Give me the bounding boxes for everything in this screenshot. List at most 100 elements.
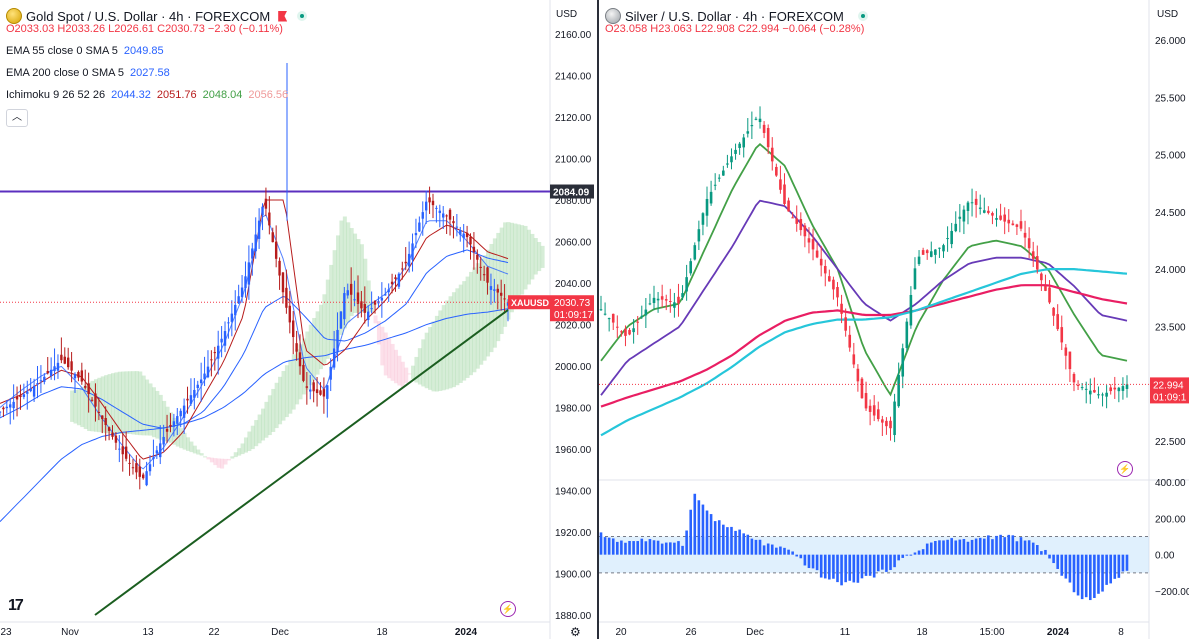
gold-x-tick: 13 — [142, 627, 154, 638]
silver-candle-body — [885, 420, 888, 427]
ichimoku-cloud-segment — [271, 388, 276, 432]
gold-y-tick: 2140.00 — [555, 72, 592, 83]
silver-candle-body — [775, 166, 778, 176]
gold-candle-body — [32, 385, 36, 397]
gold-candle-body — [346, 290, 349, 296]
oscillator-bar — [705, 510, 709, 555]
oscillator-bar — [934, 541, 937, 555]
silver-candle-body — [660, 296, 664, 300]
gold-candle-body — [373, 300, 377, 305]
silver-candle-body — [823, 266, 827, 274]
gold-candle-body — [141, 474, 145, 479]
oscillator-bar — [1007, 534, 1011, 555]
silver-candle-body — [807, 238, 811, 243]
ichimoku-cloud-segment — [400, 361, 405, 388]
silver-candle-body — [1003, 214, 1006, 222]
collapse-legend-button[interactable]: ︿ — [6, 109, 28, 127]
gold-x-tick: Dec — [271, 627, 289, 638]
oscillator-bar — [758, 539, 762, 555]
gold-candle-body — [26, 391, 29, 394]
oscillator-bar — [815, 554, 819, 571]
oscillator-bar — [999, 534, 1002, 555]
silver-title[interactable]: Silver / U.S. Dollar · 4h · FOREXCOM — [625, 8, 844, 24]
silver-candle-body — [750, 125, 754, 127]
ichimoku-cloud-segment — [370, 301, 375, 313]
silver-x-tick: Dec — [746, 627, 764, 638]
silver-legend: Silver / U.S. Dollar · 4h · FOREXCOM O23… — [605, 4, 868, 36]
gear-icon[interactable]: ⚙ — [570, 625, 581, 639]
panel-divider[interactable] — [597, 0, 599, 639]
ichimoku-cloud-segment — [199, 453, 204, 456]
bolt-icon[interactable]: ⚡ — [500, 601, 516, 617]
price-tag: 2030.73 — [554, 298, 591, 309]
gold-chart-panel[interactable]: 2160.00 2140.00 2120.00 2100.00 2080.00 2060.… — [0, 0, 598, 639]
silver-candle-body — [644, 309, 648, 316]
ichimoku-cloud-segment — [151, 387, 156, 438]
gold-candle-body — [121, 446, 124, 455]
silver-candle-body — [1101, 394, 1104, 396]
oscillator-bar — [942, 540, 945, 555]
ichimoku-cloud-segment — [414, 356, 419, 383]
ichimoku-cloud-segment — [393, 349, 398, 384]
silver-candle-body — [1027, 238, 1031, 249]
gold-candle-body — [237, 296, 240, 304]
ichimoku-cloud-segment — [80, 386, 85, 428]
gold-y-tick: 2060.00 — [555, 238, 592, 249]
indicator-ichimoku[interactable]: Ichimoku 9 26 52 26 2044.32 2051.76 2048… — [6, 84, 307, 106]
ichimoku-cloud-segment — [230, 456, 235, 459]
silver-candle-body — [652, 297, 656, 304]
oscillator-bar — [701, 504, 705, 555]
indicator-ema200[interactable]: EMA 200 close 0 SMA 5 2027.58 — [6, 62, 307, 84]
ema-slow-line — [600, 284, 1128, 408]
oscillator-bar — [970, 539, 974, 555]
oscillator-bar — [636, 541, 639, 555]
silver-candle-body — [758, 118, 762, 123]
silver-currency-label[interactable]: USD — [1157, 9, 1179, 20]
oscillator-bar — [962, 538, 966, 555]
ichimoku-cloud-segment — [165, 406, 170, 442]
ichimoku-cloud-segment — [257, 414, 262, 444]
silver-chart-canvas[interactable]: 26.00025.50025.00024.50024.00023.50023.0… — [599, 0, 1189, 639]
gold-candle-body — [428, 197, 431, 203]
silver-candle-body — [974, 198, 978, 205]
ichimoku-cloud-segment — [428, 327, 433, 390]
gold-chart-canvas[interactable]: 2160.00 2140.00 2120.00 2100.00 2080.00 2060.… — [0, 0, 598, 639]
ema-200-line — [0, 308, 509, 522]
ichimoku-cloud-segment — [397, 355, 402, 386]
gold-candle-body — [138, 466, 141, 477]
silver-candle-body — [958, 216, 962, 219]
indicator-ema55[interactable]: EMA 55 close 0 SMA 5 2049.85 — [6, 40, 307, 62]
silver-candle-body — [864, 393, 868, 409]
silver-candle-body — [1040, 273, 1043, 281]
silver-candle-body — [616, 326, 619, 328]
oscillator-bar — [836, 554, 839, 583]
silver-candle-body — [1056, 314, 1059, 330]
tradingview-logo[interactable]: 17 — [8, 597, 24, 614]
gold-candle-body — [43, 376, 46, 382]
oscillator-bar — [860, 554, 864, 579]
gold-currency-label[interactable]: USD — [556, 9, 578, 20]
gold-candle-body — [244, 276, 247, 289]
gold-candle-body — [261, 206, 264, 216]
gold-candle-body — [148, 464, 152, 472]
oscillator-y-tick: 200.00 — [1155, 514, 1186, 525]
oscillator-bar — [738, 529, 741, 555]
silver-candle-body — [925, 250, 929, 254]
ichimoku-cloud-segment — [387, 338, 392, 379]
ichimoku-cloud-segment — [390, 343, 395, 381]
gold-candle-body — [15, 396, 19, 400]
silver-candle-body — [766, 127, 770, 148]
ichimoku-cloud-segment — [114, 372, 119, 434]
silver-chart-panel[interactable]: 26.00025.50025.00024.50024.00023.50023.0… — [599, 0, 1189, 639]
gold-title[interactable]: Gold Spot / U.S. Dollar · 4h · FOREXCOM — [26, 8, 271, 24]
silver-candle-body — [783, 184, 786, 204]
gold-y-tick: 2040.00 — [555, 279, 592, 290]
gold-candle-body — [459, 230, 462, 235]
bolt-icon[interactable]: ⚡ — [1117, 461, 1133, 477]
flag-icon[interactable] — [278, 10, 288, 22]
ichimoku-cloud-segment — [468, 271, 474, 376]
gold-candle-body — [305, 386, 309, 388]
gold-candle-body — [264, 198, 268, 209]
gold-candle-body — [87, 383, 90, 395]
ichimoku-cloud-segment — [267, 395, 272, 436]
